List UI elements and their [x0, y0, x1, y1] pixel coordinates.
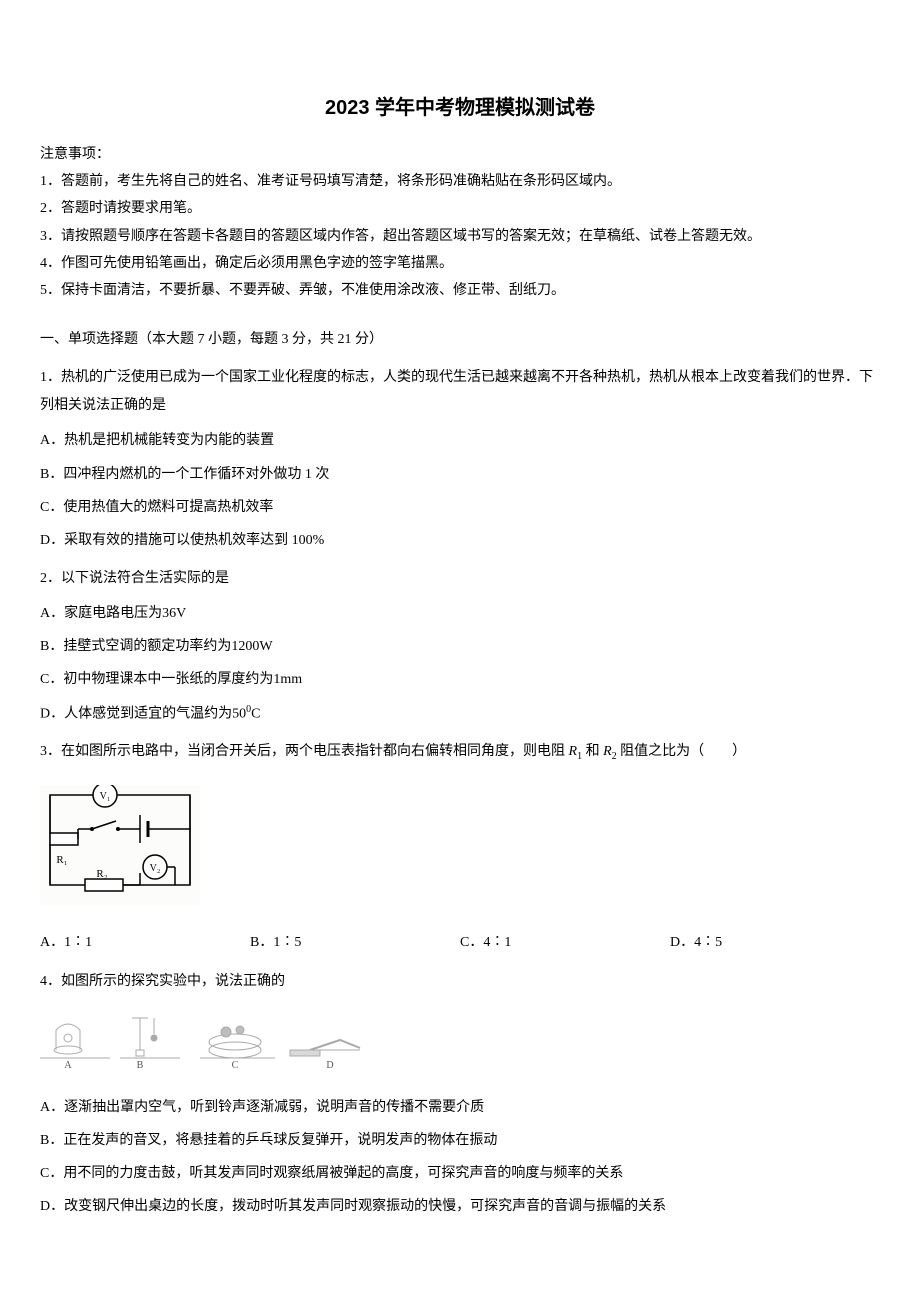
q4-option-b: B．正在发声的音叉，将悬挂着的乒乓球反复弹开，说明发声的物体在振动 [40, 1128, 880, 1153]
v1-label: V₁ [100, 791, 111, 802]
q4-option-c: C．用不同的力度击鼓，听其发声同时观察纸屑被弹起的高度，可探究声音的响度与频率的… [40, 1161, 880, 1186]
q2-b-prefix: B．挂壁式空调的额定功率约为 [40, 639, 231, 654]
q3-option-a: A．1∶1 [40, 930, 250, 955]
notice-item-1: 1．答题前，考生先将自己的姓名、准考证号码填写清楚，将条形码准确粘贴在条形码区域… [40, 169, 880, 194]
q2-d-value: 50 [232, 706, 246, 721]
q1-option-b: B．四冲程内燃机的一个工作循环对外做功 1 次 [40, 462, 880, 487]
exp-label-b: B [137, 1060, 144, 1070]
q2-option-a: A．家庭电路电压为36V [40, 601, 880, 626]
q1-option-a: A．热机是把机械能转变为内能的装置 [40, 428, 880, 453]
r1-label: R₁ [56, 854, 67, 866]
question-2-text: 2．以下说法符合生活实际的是 [40, 565, 880, 593]
q2-b-value: 1200W [231, 639, 272, 654]
r2-label: R₂ [96, 868, 107, 880]
q2-d-prefix: D．人体感觉到适宜的气温约为 [40, 706, 232, 721]
notice-item-5: 5．保持卡面清洁，不要折暴、不要弄破、弄皱，不准使用涂改液、修正带、刮纸刀。 [40, 278, 880, 303]
q2-a-value: 36V [162, 606, 186, 621]
notice-item-3: 3．请按照题号顺序在答题卡各题目的答题区域内作答，超出答题区域书写的答案无效；在… [40, 224, 880, 249]
question-3-text: 3．在如图所示电路中，当闭合开关后，两个电压表指针都向右偏转相同角度，则电阻 R… [40, 738, 880, 767]
question-4-text: 4．如图所示的探究实验中，说法正确的 [40, 968, 880, 996]
notice-item-4: 4．作图可先使用铅笔画出，确定后必须用黑色字迹的签字笔描黑。 [40, 251, 880, 276]
v2-label: V₂ [150, 863, 161, 874]
exp-label-d: D [326, 1060, 333, 1070]
q3-option-b: B．1∶5 [250, 930, 460, 955]
q3-option-d: D．4∶5 [670, 930, 880, 955]
experiment-diagram: A B C D [40, 1010, 370, 1070]
exp-label-a: A [64, 1060, 72, 1070]
q3-suffix: 阻值之比为（ ） [617, 744, 747, 759]
q4-option-a: A．逐渐抽出罩内空气，听到铃声逐渐减弱，说明声音的传播不需要介质 [40, 1095, 880, 1120]
q3-options-row: A．1∶1 B．1∶5 C．4∶1 D．4∶5 [40, 930, 880, 955]
page-title: 2023 学年中考物理模拟测试卷 [40, 90, 880, 126]
q2-a-prefix: A．家庭电路电压为 [40, 606, 162, 621]
question-1-text: 1．热机的广泛使用已成为一个国家工业化程度的标志，人类的现代生活已越来越离不开各… [40, 364, 880, 420]
q3-mid: 和 [582, 744, 603, 759]
notice-item-2: 2．答题时请按要求用笔。 [40, 196, 880, 221]
q2-c-prefix: C．初中物理课本中一张纸的厚度约为 [40, 672, 273, 687]
exp-label-c: C [232, 1060, 239, 1070]
notice-header: 注意事项： [40, 142, 880, 167]
q3-r2: R [603, 744, 612, 759]
q2-d-unit: C [251, 706, 260, 721]
q4-option-d: D．改变钢尺伸出桌边的长度，拨动时听其发声同时观察振动的快慢，可探究声音的音调与… [40, 1194, 880, 1219]
q2-c-value: 1mm [273, 672, 302, 687]
section-1-header: 一、单项选择题（本大题 7 小题，每题 3 分，共 21 分） [40, 327, 880, 352]
q3-prefix: 3．在如图所示电路中，当闭合开关后，两个电压表指针都向右偏转相同角度，则电阻 [40, 744, 569, 759]
q2-option-d: D．人体感觉到适宜的气温约为500C [40, 701, 880, 727]
q2-option-c: C．初中物理课本中一张纸的厚度约为1mm [40, 667, 880, 692]
q2-option-b: B．挂壁式空调的额定功率约为1200W [40, 634, 880, 659]
q1-option-d: D．采取有效的措施可以使热机效率达到 100% [40, 528, 880, 553]
q3-option-c: C．4∶1 [460, 930, 670, 955]
q1-option-c: C．使用热值大的燃料可提高热机效率 [40, 495, 880, 520]
circuit-diagram: V₁ R₁ R₂ V₂ [40, 785, 200, 905]
q3-r1: R [569, 744, 578, 759]
